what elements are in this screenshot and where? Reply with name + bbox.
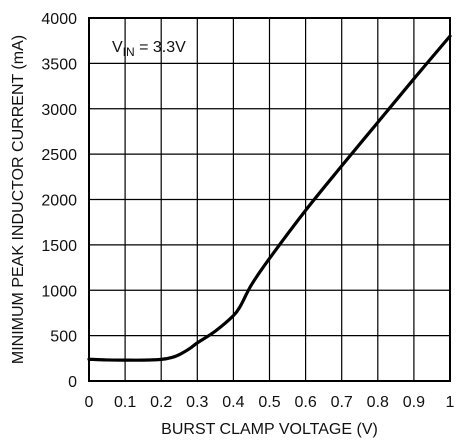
y-tick-label: 2500	[41, 147, 77, 164]
x-tick-label: 0.8	[367, 394, 389, 411]
y-tick-label: 3500	[41, 56, 77, 73]
y-tick-label: 4000	[41, 11, 77, 28]
x-tick-label: 0.3	[186, 394, 208, 411]
x-tick-label: 0.9	[403, 394, 425, 411]
vin-subscript: IN	[123, 45, 135, 59]
x-tick-label: 0.2	[150, 394, 172, 411]
x-tick-label: 0.4	[222, 394, 244, 411]
y-axis-label: MINIMUM PEAK INDUCTOR CURRENT (mA)	[10, 35, 27, 364]
vin-value: = 3.3V	[135, 39, 186, 56]
x-axis-label: BURST CLAMP VOLTAGE (V)	[161, 421, 378, 438]
vin-main: V	[112, 39, 123, 56]
x-tick-labels: 0 0.1 0.2 0.3 0.4 0.5 0.6 0.7 0.8 0.9 1	[85, 394, 455, 411]
y-tick-labels: 0 500 1000 1500 2000 2500 3000 3500 4000	[41, 11, 77, 391]
vin-annotation: VIN = 3.3V	[112, 39, 186, 59]
gridlines	[89, 18, 450, 381]
y-tick-label: 1000	[41, 283, 77, 300]
data-line	[87, 34, 452, 362]
x-tick-label: 1	[446, 394, 455, 411]
y-tick-label: 0	[68, 374, 77, 391]
x-tick-label: 0.7	[331, 394, 353, 411]
y-tick-label: 3000	[41, 102, 77, 119]
x-tick-label: 0.1	[114, 394, 136, 411]
x-tick-label: 0.5	[258, 394, 280, 411]
y-tick-label: 500	[50, 329, 77, 346]
plot-frame	[88, 17, 451, 382]
x-tick-label: 0	[85, 394, 94, 411]
y-tick-label: 1500	[41, 238, 77, 255]
x-tick-label: 0.6	[294, 394, 316, 411]
y-tick-label: 2000	[41, 193, 77, 210]
